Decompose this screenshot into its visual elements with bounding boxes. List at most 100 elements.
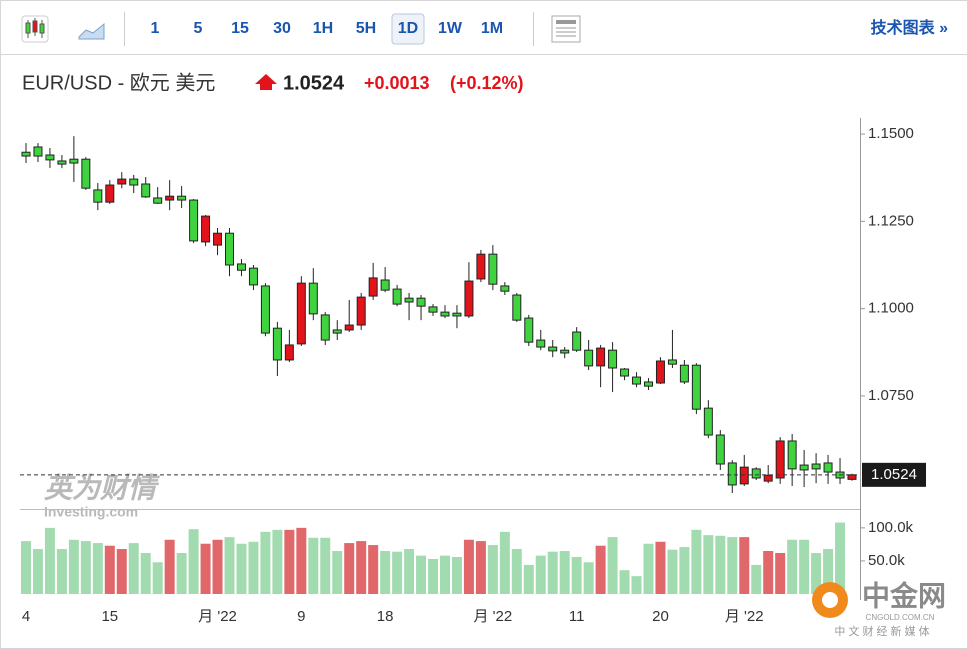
candle-body <box>655 360 665 384</box>
candle-body <box>739 466 749 485</box>
volume-bar <box>691 529 702 594</box>
candle-body <box>751 468 761 479</box>
table-icon[interactable] <box>551 15 581 43</box>
candle-body <box>488 253 498 285</box>
candle-body <box>703 407 713 436</box>
candle-body <box>380 279 390 291</box>
line-icon[interactable] <box>78 22 105 40</box>
volume-bar <box>667 549 678 594</box>
volume-bar <box>332 551 343 594</box>
volume-bar <box>68 539 79 594</box>
volume-bar <box>583 562 594 594</box>
candle-body <box>21 151 31 157</box>
candle-body <box>320 314 330 341</box>
volume-bar <box>296 527 307 594</box>
volume-bar <box>44 527 55 594</box>
volume-bar <box>212 539 223 594</box>
volume-bar <box>248 541 259 594</box>
interval-button[interactable]: 1D <box>398 20 418 37</box>
interval-button[interactable]: 30 <box>273 20 291 37</box>
volume-bar <box>200 543 211 594</box>
candle-body <box>608 349 618 369</box>
up-arrow <box>255 74 277 90</box>
volume-bar <box>799 539 810 594</box>
candle-body <box>404 297 414 303</box>
volume-bar <box>116 549 127 594</box>
last-price-tag <box>862 462 926 487</box>
y-tick-label: 1.1500 <box>868 125 914 142</box>
volume-bar <box>164 539 175 594</box>
candle-body <box>225 232 235 266</box>
candle-body <box>308 282 318 315</box>
volume-bar <box>284 529 295 594</box>
change: +0.0013 <box>364 73 430 93</box>
volume-bar <box>224 537 235 594</box>
candle-body <box>500 285 510 292</box>
volume-bar <box>32 549 43 594</box>
candle-body <box>332 329 342 334</box>
volume-bar <box>547 551 558 594</box>
candle-body <box>117 178 127 185</box>
candle-body <box>775 440 785 479</box>
volume-bar <box>535 555 546 594</box>
candle-body <box>33 146 43 157</box>
watermark-brand: 英为财情 <box>44 472 160 503</box>
x-tick-label: 20 <box>652 608 669 625</box>
interval-button[interactable]: 5 <box>194 20 203 37</box>
volume-tick-label: 50.0k <box>868 552 905 569</box>
logo-slogan: 中 文 财 经 新 媒 体 <box>834 624 929 638</box>
volume-bar <box>499 531 510 594</box>
volume-bar <box>21 541 31 594</box>
candle-body <box>368 277 378 297</box>
candle-body <box>727 462 737 486</box>
change-pct: (+0.12%) <box>450 73 524 93</box>
x-tick-label: 15 <box>101 608 118 625</box>
candle-body <box>799 464 809 471</box>
y-tick-label: 1.1000 <box>868 300 914 317</box>
x-tick-label: 月 '22 <box>198 608 237 625</box>
interval-button[interactable]: 5H <box>356 20 376 37</box>
candle-body <box>248 267 258 286</box>
interval-button[interactable]: 1H <box>313 20 333 37</box>
volume-bar <box>104 545 115 594</box>
candle-body <box>296 282 306 345</box>
candle-body <box>440 311 450 317</box>
volume-bar <box>703 535 714 594</box>
x-tick-label: 月 '22 <box>474 608 513 625</box>
volume-bar <box>787 539 798 594</box>
interval-button[interactable]: 1M <box>481 20 503 37</box>
candle-body <box>105 184 115 203</box>
candle-body <box>715 434 725 465</box>
candle-body <box>691 364 701 410</box>
x-tick-label: 11 <box>569 608 585 625</box>
candle-body <box>392 288 402 305</box>
volume-bar <box>775 552 786 594</box>
x-tick-label: 18 <box>377 608 394 625</box>
candle-body <box>763 474 773 482</box>
candle-icon[interactable] <box>21 15 49 43</box>
interval-button[interactable]: 15 <box>231 20 249 37</box>
volume-bar <box>368 545 379 594</box>
technical-chart-link[interactable]: 技术图表 » <box>871 18 948 37</box>
volume-bar <box>416 555 427 594</box>
volume-bar <box>643 543 654 594</box>
candle-body <box>284 344 294 361</box>
volume-bar <box>739 537 750 594</box>
volume-bar <box>607 537 618 594</box>
candle-body <box>428 306 438 313</box>
interval-button[interactable]: 1 <box>151 20 160 37</box>
interval-button[interactable]: 1W <box>438 20 463 37</box>
candle-body <box>213 232 223 246</box>
volume-bar <box>92 543 103 594</box>
candle-body <box>847 474 857 480</box>
symbol: EUR/USD - 欧元 美元 <box>22 71 215 94</box>
candle-body <box>572 331 582 351</box>
x-tick-label: 9 <box>297 608 305 625</box>
volume-bar <box>128 543 139 594</box>
volume-bar <box>392 551 403 594</box>
candle-body <box>620 368 630 377</box>
candle-body <box>536 339 546 348</box>
volume-bar <box>344 543 355 594</box>
volume-bar <box>823 549 834 594</box>
